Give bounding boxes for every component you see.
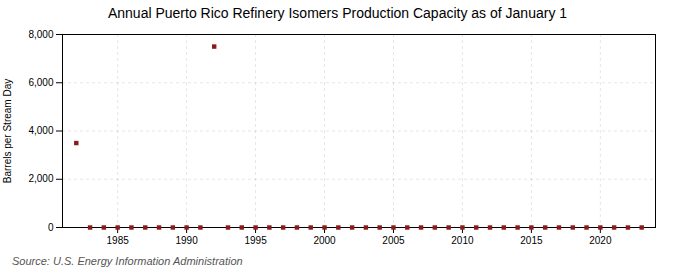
svg-text:1995: 1995: [244, 235, 267, 246]
html-text:Annual Puerto Rico Refinery Is: Annual Puerto Rico Refinery Isomers Prod…: [107, 5, 568, 21]
svg-text:1985: 1985: [107, 235, 130, 246]
svg-text:2020: 2020: [589, 235, 612, 246]
svg-text:2005: 2005: [382, 235, 405, 246]
svg-text:2000: 2000: [313, 235, 336, 246]
svg-text:Barrels per Stream Day: Barrels per Stream Day: [2, 79, 13, 183]
svg-text:2015: 2015: [520, 235, 543, 246]
svg-text:2,000: 2,000: [28, 173, 53, 184]
svg-text:6,000: 6,000: [28, 77, 53, 88]
svg-text:8,000: 8,000: [28, 29, 53, 40]
svg-text:2010: 2010: [451, 235, 474, 246]
html-text:Source: U.S. Energy Informatio: Source: U.S. Energy Information Administ…: [12, 255, 243, 267]
svg-text:1990: 1990: [175, 235, 198, 246]
svg-text:4,000: 4,000: [28, 125, 53, 136]
svg-text:0: 0: [48, 222, 54, 233]
